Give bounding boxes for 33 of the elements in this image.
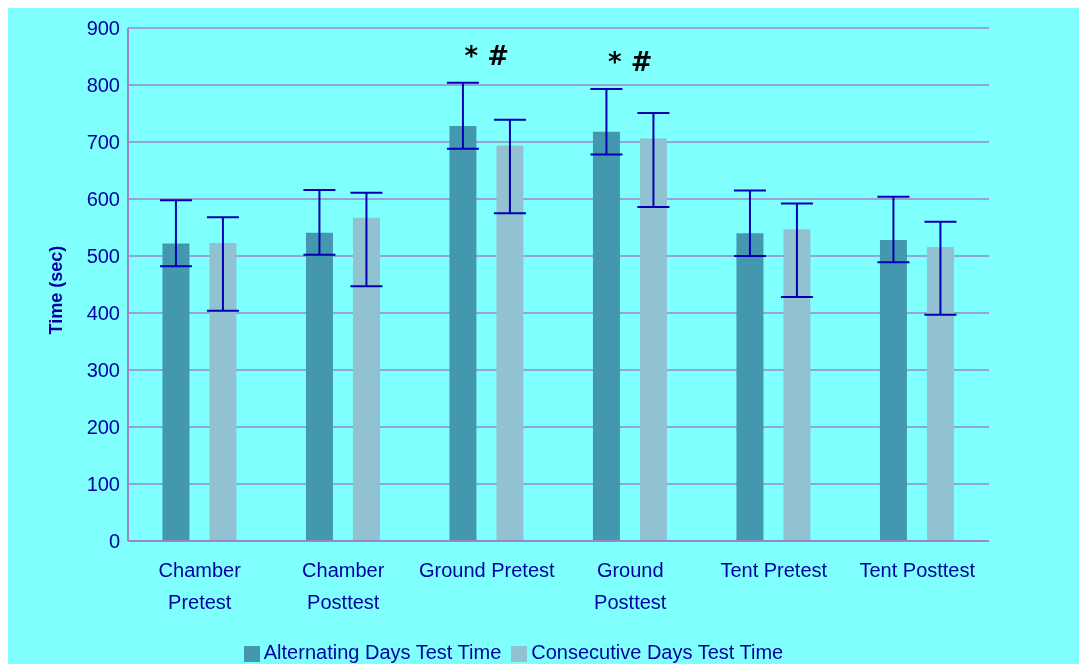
x-tick-label: Ground Pretest (418, 559, 556, 581)
legend-label: Consecutive Days Test Time (531, 641, 784, 663)
bar (449, 126, 477, 541)
y-tick-label: 300 (86, 359, 120, 382)
y-tick-label: 400 (86, 302, 120, 325)
x-tick-label: Chamber Posttest (302, 559, 385, 613)
y-tick-label: 0 (108, 530, 120, 553)
annotation: * # (608, 47, 653, 78)
bar (209, 242, 237, 541)
bar (926, 246, 954, 541)
bar (305, 232, 333, 541)
y-tick-label: 900 (86, 17, 120, 40)
y-tick-label: 600 (86, 188, 120, 211)
bar (162, 243, 190, 541)
legend-label: Alternating Days Test Time (263, 641, 502, 663)
bar (639, 138, 667, 541)
y-axis-title: Time (sec) (46, 245, 67, 335)
x-tick-label: Ground Posttest (594, 559, 667, 613)
y-tick-label: 500 (86, 245, 120, 268)
y-tick-label: 100 (86, 473, 120, 496)
bar (496, 145, 524, 541)
x-tick-label: Tent Pretest (720, 559, 828, 581)
bar (879, 240, 907, 541)
bar (352, 217, 380, 541)
x-tick-label: Chamber Pretest (158, 559, 242, 613)
bar (736, 233, 764, 541)
y-tick-label: 800 (86, 74, 120, 97)
x-tick-label: Tent Posttest (859, 559, 976, 581)
bar (592, 131, 620, 541)
annotation: * # (464, 40, 509, 71)
y-tick-label: 700 (86, 131, 120, 154)
bar (783, 229, 811, 541)
y-tick-label: 200 (86, 416, 120, 439)
